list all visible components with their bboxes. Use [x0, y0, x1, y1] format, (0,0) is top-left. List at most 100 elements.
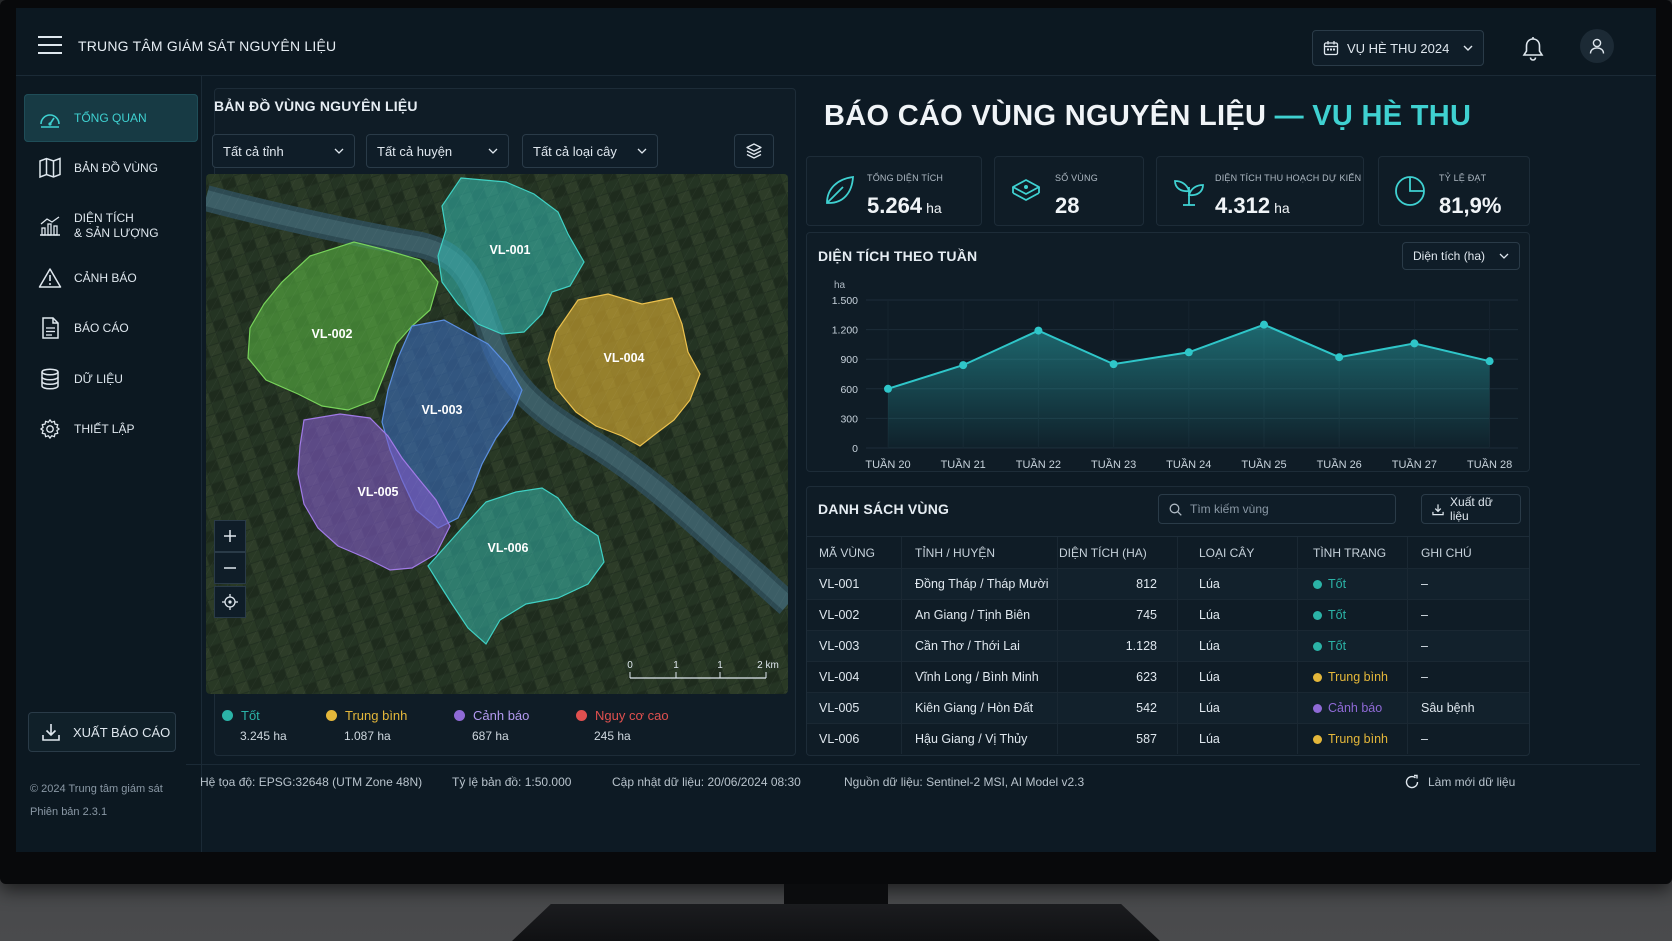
menu-icon[interactable]: [38, 36, 62, 54]
chart-unit-label: Diện tích (ha): [1413, 249, 1486, 263]
sprout-icon: [1174, 180, 1204, 206]
stat-value: 5.264 ha: [867, 193, 942, 219]
cell-code: VL-006: [819, 732, 860, 746]
sidebar-item-reports[interactable]: BÁO CÁO: [24, 304, 198, 352]
zoom-out-button[interactable]: [214, 552, 246, 584]
sidebar: TỔNG QUAN BẢN ĐỒ VÙNG DIỆN TÍCH & SẢN LƯỢ…: [16, 76, 202, 852]
chart-unit-select[interactable]: Diện tích (ha): [1402, 242, 1520, 270]
avatar[interactable]: [1580, 29, 1614, 63]
sidebar-item-area-yield[interactable]: DIỆN TÍCH & SẢN LƯỢNG: [24, 202, 198, 250]
bar-chart-icon: [40, 216, 60, 236]
crop-filter[interactable]: Tất cả loại cây: [522, 134, 658, 168]
zone-label: VL-006: [488, 541, 529, 555]
status-cell: Tốt: [1313, 600, 1346, 630]
y-tick-label: 300: [840, 413, 858, 425]
data-point: [1485, 357, 1494, 366]
zoom-in-button[interactable]: [214, 520, 246, 552]
scale-label: 1: [673, 660, 679, 671]
table-row[interactable]: VL-003 Cần Thơ / Thới Lai 1.128 Lúa Tốt –: [807, 630, 1529, 661]
status-dot: [1313, 641, 1322, 651]
gauge-icon: [40, 114, 60, 128]
x-tick-label: TUẦN 25: [1241, 458, 1286, 471]
x-tick-label: TUẦN 26: [1317, 458, 1362, 471]
table-row[interactable]: VL-002 An Giang / Tịnh Biên 745 Lúa Tốt –: [807, 599, 1529, 630]
warning-icon: [38, 268, 62, 288]
table-row[interactable]: VL-004 Vĩnh Long / Bình Minh 623 Lúa Trung b…: [807, 661, 1529, 692]
data-point: [1335, 353, 1344, 362]
stat-value: 81,9%: [1439, 193, 1501, 219]
table-title: DANH SÁCH VÙNG: [818, 501, 950, 517]
stat-label: TỔNG DIỆN TÍCH: [867, 173, 944, 183]
legend-label: Tốt: [241, 708, 260, 723]
status-footer: Hệ tọa độ: EPSG:32648 (UTM Zone 48N) Tỷ …: [186, 764, 1640, 800]
sidebar-item-label: CẢNH BÁO: [74, 270, 137, 285]
table-row[interactable]: VL-001 Đồng Tháp / Tháp Mười 812 Lúa Tốt –: [807, 568, 1529, 599]
season-label: VỤ HÈ THU 2024: [1347, 40, 1450, 56]
chevron-down-icon: [488, 148, 498, 154]
zone-search[interactable]: [1158, 494, 1396, 524]
gear-icon: [40, 419, 60, 439]
status-text: Tốt: [1328, 639, 1347, 653]
map-layers-icon: [1012, 179, 1040, 201]
legend-swatch: [326, 710, 337, 721]
legend-label: Trung bình: [345, 708, 408, 723]
footer-scale: Tỷ lệ bản đồ: 1:50.000: [452, 775, 571, 789]
column-header[interactable]: TỈNH / HUYỆN: [915, 545, 996, 560]
data-point: [1410, 339, 1419, 348]
sidebar-item-data[interactable]: DỮ LIỆU: [24, 355, 198, 403]
download-icon: [42, 724, 60, 741]
satellite-map[interactable]: VL-001 VL-002 VL-003 VL-004 VL-005 VL-00…: [206, 174, 788, 694]
chart-title: DIỆN TÍCH THEO TUẦN: [818, 248, 978, 264]
stat-total-area: TỔNG DIỆN TÍCH 5.264 ha: [806, 156, 982, 226]
column-header[interactable]: DIỆN TÍCH (HA): [1059, 545, 1147, 560]
district-filter[interactable]: Tất cả huyện: [366, 134, 509, 168]
export-report-button[interactable]: XUẤT BÁO CÁO: [28, 712, 176, 752]
column-header[interactable]: MÃ VÙNG: [819, 545, 876, 560]
column-header[interactable]: LOẠI CÂY: [1199, 545, 1255, 560]
table-row[interactable]: VL-005 Kiên Giang / Hòn Đất 542 Lúa Cảnh báo…: [807, 692, 1529, 723]
data-point: [1260, 320, 1268, 329]
data-point: [1109, 360, 1118, 369]
x-tick-label: TUẦN 28: [1467, 458, 1512, 471]
legend-swatch: [576, 710, 587, 721]
cell-location: Kiên Giang / Hòn Đất: [915, 701, 1034, 715]
sidebar-item-overview[interactable]: TỔNG QUAN: [24, 94, 198, 142]
sidebar-item-settings[interactable]: THIẾT LẬP: [24, 405, 198, 453]
bell-icon[interactable]: [1521, 36, 1545, 62]
status-dot: [1313, 610, 1322, 620]
sidebar-item-zone-map[interactable]: BẢN ĐỒ VÙNG: [24, 144, 198, 192]
y-axis-unit: ha: [834, 280, 846, 291]
download-icon: [1432, 503, 1444, 515]
stat-value: 28: [1055, 193, 1079, 219]
search-input[interactable]: [1190, 502, 1380, 516]
layers-button[interactable]: [734, 134, 774, 168]
pie-icon: [1395, 176, 1425, 206]
table-header-row: MÃ VÙNG TỈNH / HUYỆN DIỆN TÍCH (HA) LOẠI CÂ…: [807, 536, 1529, 568]
district-filter-label: Tất cả huyện: [377, 143, 453, 159]
province-filter[interactable]: Tất cả tỉnh: [212, 134, 355, 168]
status-text: Tốt: [1328, 577, 1347, 591]
column-header[interactable]: GHI CHÚ: [1421, 545, 1472, 560]
scale-label: 0: [627, 660, 633, 671]
export-data-label: Xuất dữ liệu: [1450, 495, 1493, 523]
season-select[interactable]: VỤ HÈ THU 2024: [1312, 30, 1484, 66]
footer-label: Nguồn dữ liệu:: [844, 775, 923, 789]
locate-button[interactable]: [214, 586, 246, 618]
export-data-button[interactable]: Xuất dữ liệu: [1421, 494, 1521, 524]
cell-crop: Lúa: [1199, 701, 1220, 715]
table-row[interactable]: VL-006 Hậu Giang / Vị Thủy 587 Lúa Trung bìn…: [807, 723, 1529, 754]
column-header[interactable]: TÌNH TRẠNG: [1313, 545, 1387, 560]
refresh-button[interactable]: Làm mới dữ liệu: [1404, 774, 1515, 790]
copyright: © 2024 Trung tâm giám sát: [30, 783, 163, 795]
status-dot: [1313, 579, 1322, 589]
footer-crs: Hệ tọa độ: EPSG:32648 (UTM Zone 48N): [200, 775, 422, 789]
sidebar-item-alerts[interactable]: CẢNH BÁO: [24, 254, 198, 302]
sidebar-item-label: DIỆN TÍCH & SẢN LƯỢNG: [74, 211, 159, 241]
scale-bar: 0 1 1 2 km: [627, 660, 779, 679]
cell-note: –: [1421, 639, 1428, 653]
legend-value: 1.087 ha: [344, 729, 391, 743]
x-tick-label: TUẦN 24: [1166, 458, 1211, 471]
cell-crop: Lúa: [1199, 732, 1220, 746]
status-cell: Trung bình: [1313, 724, 1388, 754]
status-dot: [1313, 672, 1322, 682]
